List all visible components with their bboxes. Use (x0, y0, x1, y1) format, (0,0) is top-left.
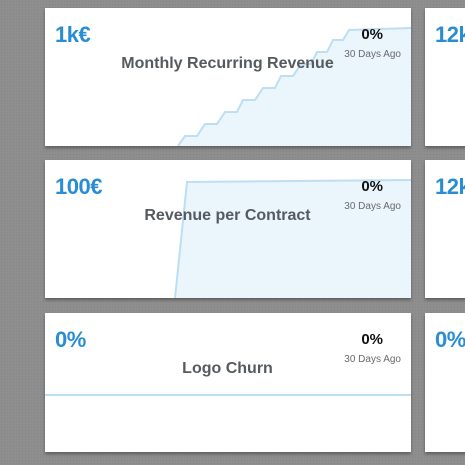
kpi-card-mrr[interactable]: 1k€ Monthly Recurring Revenue 0% 30 Days… (45, 8, 411, 146)
mrr-change: 0% (361, 26, 383, 43)
mrr-sparkline-area (178, 28, 411, 146)
churn-value: 0% (55, 327, 86, 352)
kpi-card-right-1[interactable]: 12k (425, 8, 465, 146)
mrr-sparkline (177, 27, 411, 146)
kpi-card-revenue-per-contract[interactable]: 100€ Revenue per Contract 0% 30 Days Ago (45, 160, 411, 298)
right-2-value: 12k (435, 174, 465, 199)
kpi-card-right-3[interactable]: 0% (425, 313, 465, 452)
mrr-title: Monthly Recurring Revenue (121, 55, 334, 72)
right-3-value: 0% (435, 327, 465, 352)
rpc-value: 100€ (55, 174, 102, 199)
churn-change: 0% (361, 331, 383, 348)
churn-sparkline (45, 394, 411, 396)
rpc-sparkline-line (174, 179, 411, 298)
mrr-value: 1k€ (55, 22, 91, 47)
right-1-value: 12k (435, 22, 465, 47)
rpc-period: 30 Days Ago (344, 201, 401, 212)
churn-period: 30 Days Ago (344, 354, 401, 365)
kpi-card-right-2[interactable]: 12k (425, 160, 465, 298)
mrr-period: 30 Days Ago (344, 49, 401, 60)
churn-title: Logo Churn (182, 360, 273, 377)
kpi-card-logo-churn[interactable]: 0% Logo Churn 0% 30 Days Ago (45, 313, 411, 452)
mrr-sparkline-line (177, 27, 411, 146)
rpc-sparkline (174, 179, 411, 298)
rpc-title: Revenue per Contract (144, 207, 311, 224)
rpc-sparkline-area (175, 180, 411, 298)
rpc-change: 0% (361, 178, 383, 195)
